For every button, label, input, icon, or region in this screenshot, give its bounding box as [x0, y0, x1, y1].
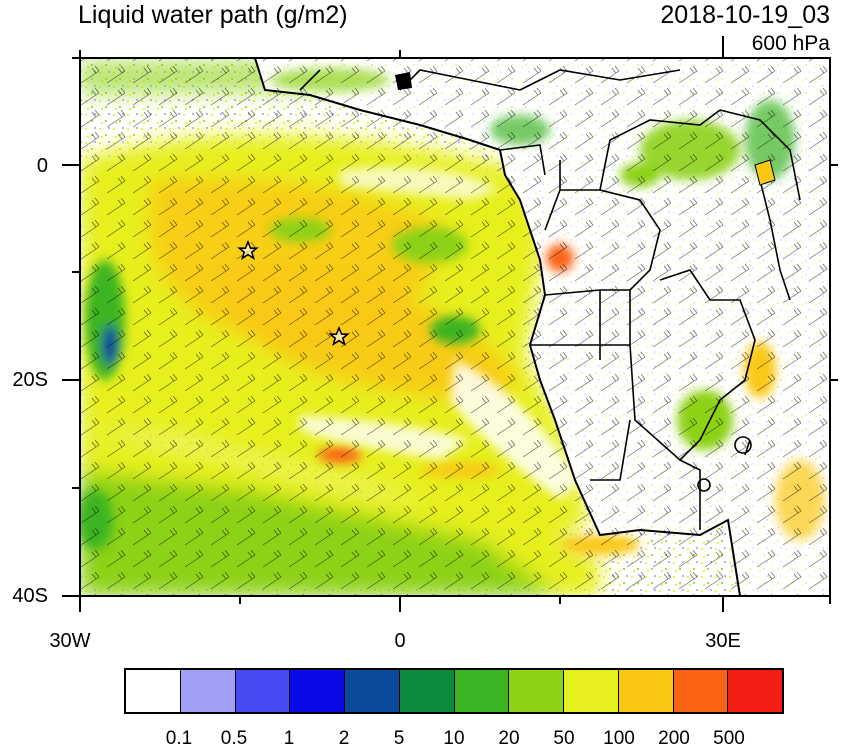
- y-label-20s: 20S: [12, 369, 48, 391]
- colorbar-swatch-11: [728, 670, 782, 712]
- country-borders: [299, 69, 801, 530]
- colorbar-swatch-3: [290, 670, 345, 712]
- y-label-0: 0: [36, 155, 48, 177]
- level-tick: [722, 36, 724, 58]
- star-marker-2: [328, 325, 350, 347]
- colorbar-label-10: 500: [713, 728, 745, 749]
- colorbar-swatch-8: [564, 670, 619, 712]
- colorbar-label-9: 200: [658, 728, 690, 749]
- plot-frame: [79, 57, 831, 597]
- star-marker-1: [237, 239, 259, 261]
- map-datetime: 2018-10-19_03: [660, 1, 830, 29]
- colorbar-label-3: 2: [338, 728, 350, 749]
- x-label-0: 0: [394, 630, 406, 652]
- colorbar-label-4: 5: [393, 728, 405, 749]
- colorbar-swatch-5: [399, 670, 455, 712]
- colorbar-swatch-10: [673, 670, 729, 712]
- colorbar-swatch-2: [235, 670, 291, 712]
- colorbar-label-1: 0.5: [220, 728, 248, 749]
- coastline: [254, 58, 741, 596]
- x-label-30w: 30W: [49, 630, 91, 652]
- axis-ticks: [62, 50, 838, 612]
- colorbar-swatch-6: [454, 670, 510, 712]
- pressure-level: 600 hPa: [751, 32, 830, 55]
- colorbar-swatch-9: [618, 670, 674, 712]
- colorbar-label-6: 20: [498, 728, 520, 749]
- lwp-field: [80, 58, 830, 596]
- map-title: Liquid water path (g/m2): [78, 1, 348, 29]
- colorbar-label-8: 100: [603, 728, 635, 749]
- colorbar-swatch-7: [509, 670, 564, 712]
- x-label-30e: 30E: [705, 630, 741, 652]
- colorbar-swatch-1: [180, 670, 236, 712]
- y-label-40s: 40S: [12, 585, 48, 607]
- colorbar: [124, 668, 784, 714]
- colorbar-label-0: 0.1: [165, 728, 193, 749]
- lake-victoria: [754, 159, 776, 186]
- lake-chad: [395, 72, 412, 90]
- colorbar-label-2: 1: [283, 728, 295, 749]
- colorbar-label-7: 50: [553, 728, 575, 749]
- colorbar-swatch-0: [126, 670, 181, 712]
- colorbar-label-5: 10: [443, 728, 465, 749]
- colorbar-swatch-4: [345, 670, 400, 712]
